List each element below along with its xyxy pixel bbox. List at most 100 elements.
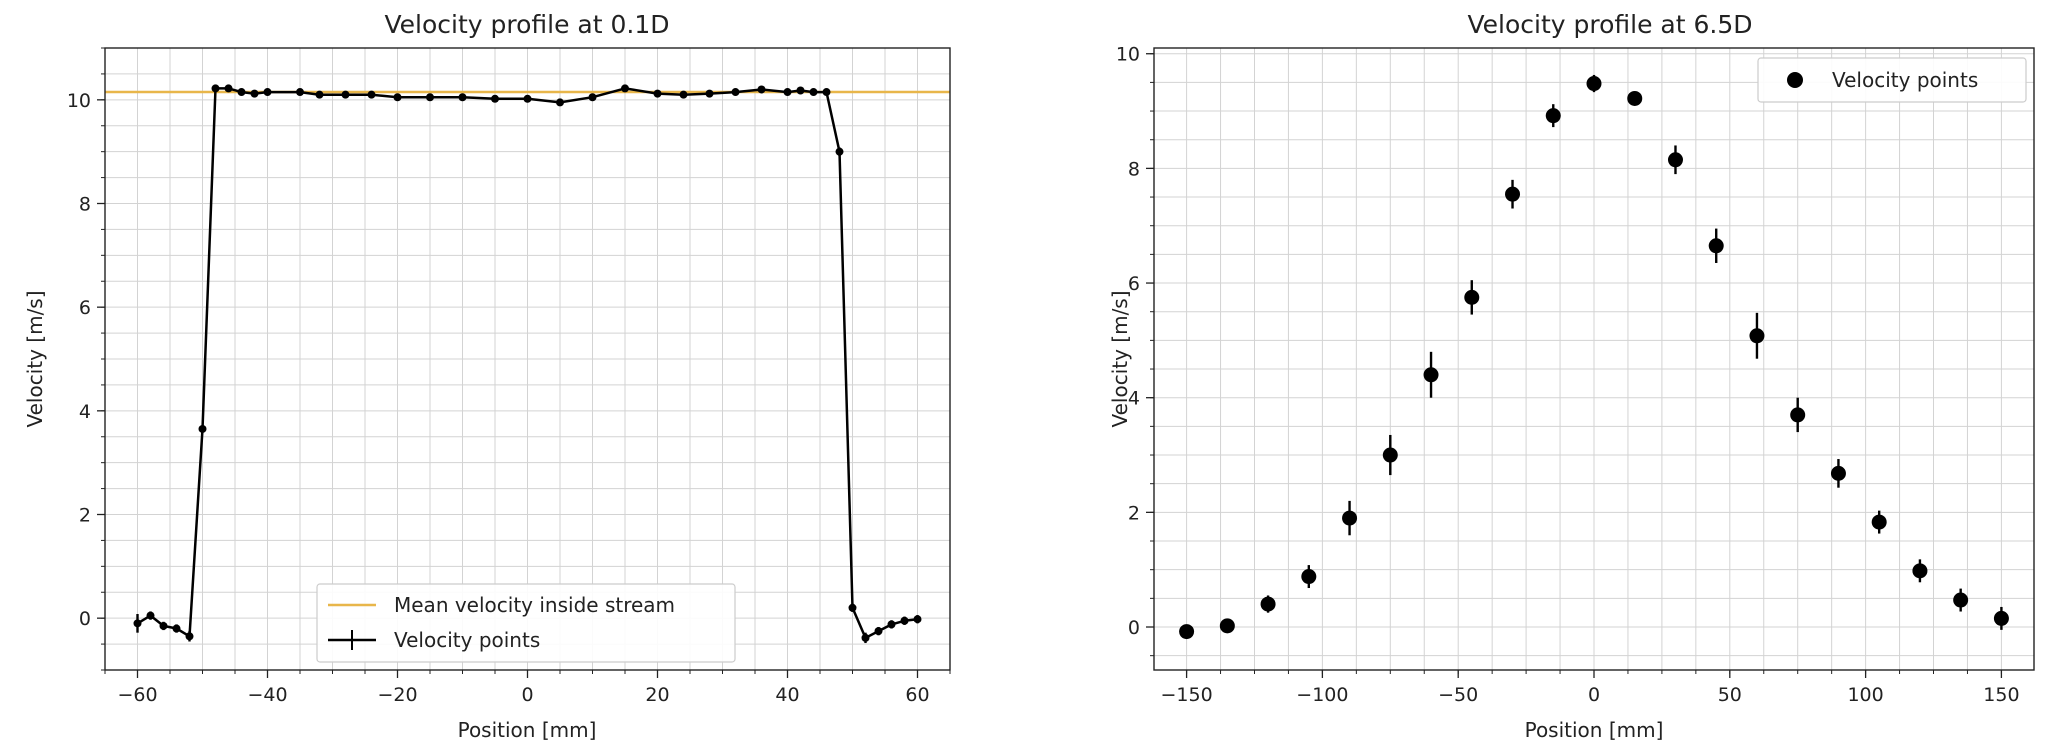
- data-point: [263, 88, 272, 97]
- data-point: [159, 621, 168, 630]
- data-point: [835, 147, 844, 156]
- y-axis-label: Velocity [m/s]: [1108, 290, 1132, 427]
- y-tick-label: 0: [1128, 617, 1140, 639]
- data-point: [796, 86, 805, 95]
- data-point: [1830, 465, 1846, 481]
- x-tick-label: −50: [1438, 684, 1478, 706]
- x-tick-label: −60: [117, 684, 157, 706]
- data-point: [783, 88, 792, 97]
- data-point: [491, 94, 499, 103]
- data-point: [900, 616, 909, 625]
- data-point: [250, 89, 259, 98]
- data-point: [185, 632, 194, 641]
- data-point: [426, 93, 434, 102]
- y-tick-label: 4: [79, 401, 91, 423]
- y-tick-label: 2: [1128, 502, 1140, 524]
- data-point: [1301, 569, 1317, 585]
- data-series: [133, 84, 922, 644]
- x-axis-label: Position [mm]: [458, 718, 597, 742]
- y-axis-ticks: 0 2 4 6 8 10: [1116, 44, 1154, 657]
- data-point: [731, 88, 740, 97]
- data-point: [172, 624, 181, 633]
- legend-points-label: Velocity points: [394, 628, 540, 652]
- data-point: [861, 633, 870, 642]
- data-point: [1586, 76, 1602, 92]
- y-axis-label: Velocity [m/s]: [23, 290, 47, 427]
- data-point: [1505, 186, 1521, 202]
- data-point: [1790, 407, 1806, 423]
- data-point: [133, 619, 142, 628]
- data-point: [1260, 596, 1276, 612]
- x-axis-ticks: −150 −100 −50 0 50 100 150: [1160, 670, 2020, 706]
- legend-box: [316, 583, 736, 663]
- x-tick-label: 150: [1983, 684, 2019, 706]
- data-point: [848, 603, 857, 612]
- data-point: [341, 90, 350, 99]
- y-axis-ticks: 0 2 4 6 8 10: [67, 47, 105, 671]
- data-point: [1423, 367, 1439, 383]
- chart-title: Velocity profile at 6.5D: [1467, 10, 1752, 39]
- data-point: [523, 94, 532, 103]
- data-point: [621, 84, 629, 93]
- legend-mean-label: Mean velocity inside stream: [394, 593, 675, 617]
- data-point: [367, 90, 376, 99]
- data-series: [1179, 74, 2009, 640]
- x-tick-label: −40: [247, 684, 287, 706]
- data-point: [224, 84, 233, 93]
- data-point: [211, 84, 220, 93]
- grid-lines: [104, 47, 951, 671]
- data-point: [1179, 624, 1195, 640]
- y-tick-label: 8: [79, 194, 91, 216]
- y-tick-label: 10: [67, 90, 91, 112]
- legend-points-label: Velocity points: [1832, 68, 1978, 92]
- data-point: [393, 93, 402, 102]
- x-tick-label: 50: [1718, 684, 1742, 706]
- data-point: [1342, 510, 1358, 526]
- data-point: [315, 90, 324, 99]
- y-tick-label: 6: [1128, 273, 1140, 295]
- chart-title: Velocity profile at 0.1D: [384, 10, 669, 39]
- x-axis-label: Position [mm]: [1525, 718, 1664, 742]
- x-tick-label: 0: [521, 684, 533, 706]
- data-point: [1749, 328, 1765, 344]
- data-point: [1627, 90, 1643, 106]
- data-point: [1219, 618, 1235, 634]
- data-point: [1993, 610, 2009, 626]
- x-tick-label: 40: [775, 684, 799, 706]
- y-tick-label: 10: [1116, 44, 1140, 66]
- data-point: [757, 85, 766, 94]
- data-point: [705, 89, 714, 98]
- y-tick-label: 6: [79, 297, 91, 319]
- data-point: [1545, 108, 1561, 124]
- legend-points-swatch: [1787, 72, 1803, 88]
- data-point: [1953, 592, 1969, 608]
- data-point: [874, 627, 883, 636]
- legend: Velocity points: [1757, 57, 2027, 103]
- x-tick-label: 0: [1588, 684, 1600, 706]
- data-point: [458, 93, 467, 102]
- data-point: [588, 93, 597, 102]
- x-tick-label: 20: [645, 684, 669, 706]
- data-point: [237, 88, 246, 97]
- data-point: [887, 620, 896, 629]
- y-tick-label: 0: [79, 608, 91, 630]
- x-tick-label: 100: [1847, 684, 1883, 706]
- y-tick-label: 8: [1128, 158, 1140, 180]
- data-point: [822, 88, 831, 97]
- grid-lines: [1154, 48, 2034, 670]
- data-point: [653, 89, 662, 98]
- data-point: [198, 424, 207, 433]
- x-tick-label: −100: [1296, 684, 1348, 706]
- chart-velocity-6-5d: Velocity profile at 6.5D −150 −100 −50 0 50 1…: [1108, 10, 2035, 742]
- y-tick-label: 4: [1128, 388, 1140, 410]
- data-point: [1912, 563, 1928, 579]
- x-tick-label: −20: [377, 684, 417, 706]
- data-point: [296, 88, 304, 97]
- data-point: [1464, 289, 1480, 305]
- data-point: [556, 98, 564, 107]
- data-point: [679, 90, 688, 99]
- data-point: [1667, 152, 1683, 168]
- x-tick-label: −150: [1160, 684, 1212, 706]
- x-tick-label: 60: [905, 684, 929, 706]
